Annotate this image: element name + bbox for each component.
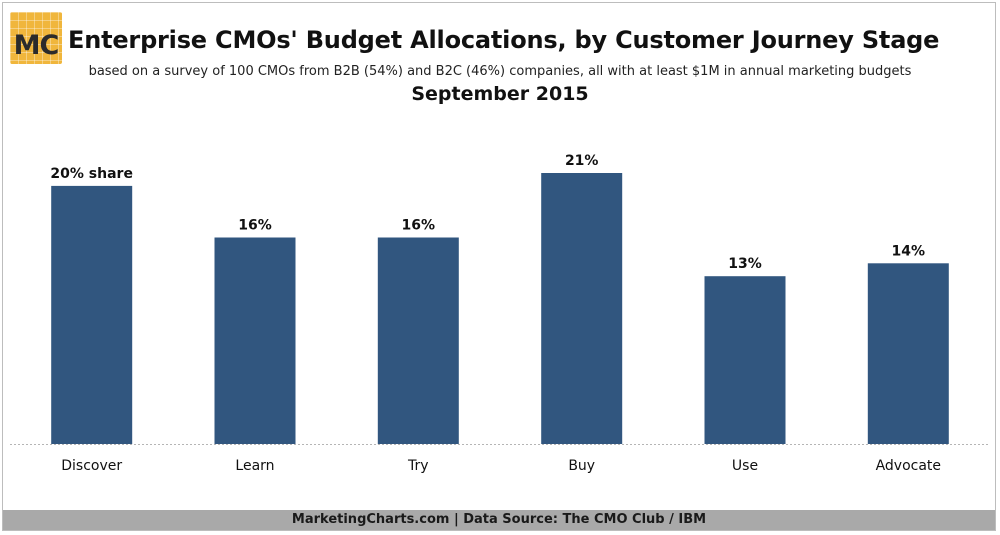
chart-subtitle: based on a survey of 100 CMOs from B2B (… [88,64,912,79]
data-label-learn: 16% [238,218,272,234]
category-label-try: Try [407,458,429,474]
source-footer: MarketingCharts.com | Data Source: The C… [3,510,995,530]
data-label-use: 13% [728,256,762,272]
category-label-discover: Discover [61,458,122,474]
bar-try [377,237,459,444]
category-label-learn: Learn [235,458,274,474]
category-label-advocate: Advocate [876,458,941,474]
data-label-buy: 21% [565,153,599,169]
bar-learn [214,237,296,444]
chart-title: Enterprise CMOs' Budget Allocations, by … [68,26,940,54]
data-label-try: 16% [402,218,436,234]
logo-grid-pattern [10,12,62,64]
chart-date: September 2015 [411,83,589,105]
logo-text: MC [13,30,60,61]
category-label-buy: Buy [568,458,595,474]
data-label-advocate: 14% [892,243,926,259]
bar-advocate [867,263,949,444]
bar-use [704,276,786,444]
category-label-use: Use [732,458,758,474]
marketingcharts-logo: MC [10,12,62,64]
bar-discover [51,185,133,444]
data-label-discover: 20% share [50,166,133,182]
bar-buy [541,173,623,444]
